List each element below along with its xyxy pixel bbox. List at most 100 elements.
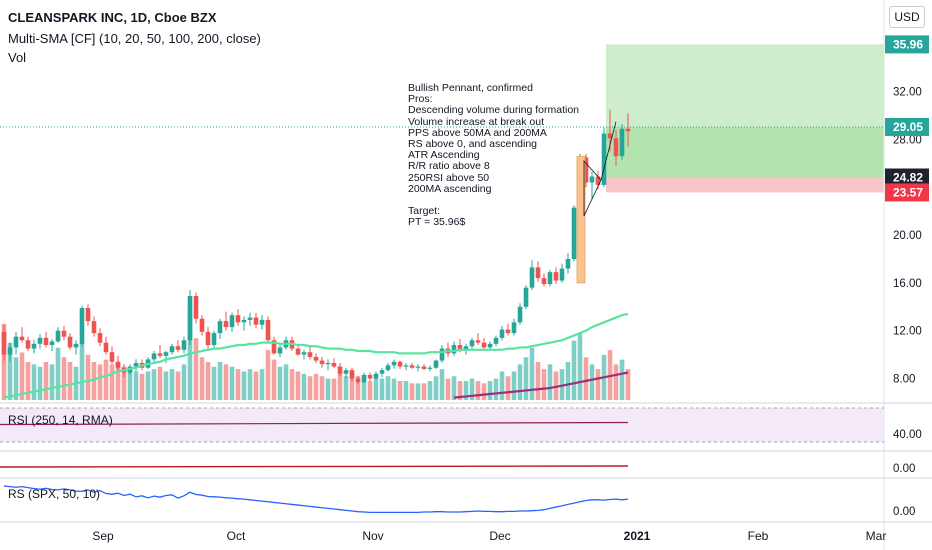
candle[interactable] [67, 333, 73, 350]
candle[interactable] [589, 171, 595, 200]
candle[interactable] [253, 312, 259, 329]
candle[interactable] [241, 316, 247, 331]
price-tag-label[interactable]: 24.82 [893, 170, 923, 184]
candle[interactable] [301, 349, 307, 360]
candle[interactable] [25, 336, 31, 352]
price-tag-label[interactable]: 23.57 [893, 185, 923, 199]
candle[interactable] [331, 358, 337, 368]
candle[interactable] [157, 345, 163, 359]
candle[interactable] [385, 362, 391, 372]
candle[interactable] [445, 342, 451, 357]
candle[interactable] [517, 303, 523, 325]
candle[interactable] [181, 336, 187, 354]
candle[interactable] [583, 153, 589, 188]
candle[interactable] [295, 345, 301, 356]
candle[interactable] [13, 331, 19, 355]
candle[interactable] [19, 327, 25, 343]
candle[interactable] [619, 123, 625, 160]
candle[interactable] [427, 365, 433, 372]
candle[interactable] [259, 315, 265, 330]
candle[interactable] [7, 342, 13, 362]
candle[interactable] [103, 336, 109, 355]
candle[interactable] [553, 267, 559, 285]
candle[interactable] [235, 309, 241, 326]
candle[interactable] [31, 340, 37, 354]
candle[interactable] [79, 305, 85, 347]
candle[interactable] [151, 351, 157, 362]
candle[interactable] [613, 129, 619, 166]
candle[interactable] [529, 260, 535, 291]
candle[interactable] [313, 353, 319, 363]
candle[interactable] [481, 337, 487, 350]
candle[interactable] [391, 359, 397, 369]
price-tag-label[interactable]: 29.05 [893, 120, 923, 134]
price-tag-label[interactable]: 35.96 [893, 37, 923, 51]
candle[interactable] [247, 312, 253, 326]
candle[interactable] [337, 362, 343, 377]
candle[interactable] [115, 355, 121, 372]
candle[interactable] [73, 340, 79, 355]
rsi-indicator-label[interactable]: RSI (250, 14, RMA) [8, 413, 113, 427]
candle[interactable] [43, 331, 49, 348]
candle[interactable] [601, 127, 607, 188]
candle[interactable] [133, 359, 139, 372]
candle[interactable] [187, 290, 193, 346]
candle[interactable] [277, 345, 283, 357]
candle[interactable] [361, 372, 367, 384]
candle[interactable] [211, 330, 217, 348]
currency-button[interactable]: USD [889, 6, 925, 28]
candle[interactable] [511, 318, 517, 336]
candle[interactable] [469, 337, 475, 349]
candle[interactable] [535, 261, 541, 282]
candle[interactable] [205, 327, 211, 349]
candle[interactable] [97, 328, 103, 347]
candle[interactable] [547, 269, 553, 287]
candle[interactable] [175, 340, 181, 353]
candle[interactable] [541, 273, 547, 287]
candle[interactable] [163, 351, 169, 363]
rs-indicator-label[interactable]: RS (SPX, 50, 10) [8, 487, 101, 501]
candle[interactable] [169, 343, 175, 355]
candle[interactable] [565, 253, 571, 274]
candle[interactable] [421, 364, 427, 371]
candle[interactable] [229, 312, 235, 332]
candle[interactable] [571, 205, 577, 262]
candle[interactable] [1, 324, 7, 361]
candle[interactable] [355, 376, 361, 385]
volume-indicator-label[interactable]: Vol [8, 50, 27, 65]
candle[interactable] [223, 311, 229, 331]
candle[interactable] [451, 341, 457, 356]
candle[interactable] [625, 113, 631, 147]
candle[interactable] [199, 315, 205, 336]
candle[interactable] [367, 372, 373, 381]
candle[interactable] [55, 327, 61, 343]
candle[interactable] [61, 325, 67, 341]
candle[interactable] [505, 323, 511, 336]
candle[interactable] [91, 316, 97, 337]
candle[interactable] [433, 359, 439, 369]
candle[interactable] [439, 345, 445, 363]
candle[interactable] [475, 333, 481, 346]
candle[interactable] [493, 335, 499, 347]
candle[interactable] [307, 347, 313, 360]
candle[interactable] [217, 318, 223, 340]
candle[interactable] [409, 362, 415, 369]
candle[interactable] [397, 360, 403, 369]
symbol-title[interactable]: CLEANSPARK INC, 1D, Cboe BZX [8, 10, 217, 25]
candle[interactable] [319, 356, 325, 368]
candle[interactable] [523, 285, 529, 310]
candle[interactable] [349, 367, 355, 381]
candle[interactable] [271, 336, 277, 355]
candle[interactable] [403, 362, 409, 371]
candle[interactable] [415, 364, 421, 372]
candle[interactable] [499, 325, 505, 341]
candle[interactable] [37, 334, 43, 349]
candle[interactable] [379, 367, 385, 378]
candle[interactable] [109, 346, 115, 365]
sma-indicator-label[interactable]: Multi-SMA [CF] (10, 20, 50, 100, 200, cl… [8, 31, 261, 46]
candle[interactable] [325, 359, 331, 371]
pennant-annotation[interactable]: Bullish Pennant, confirmed Pros: Descend… [408, 82, 580, 229]
candle[interactable] [85, 304, 91, 326]
candle[interactable] [373, 371, 379, 380]
